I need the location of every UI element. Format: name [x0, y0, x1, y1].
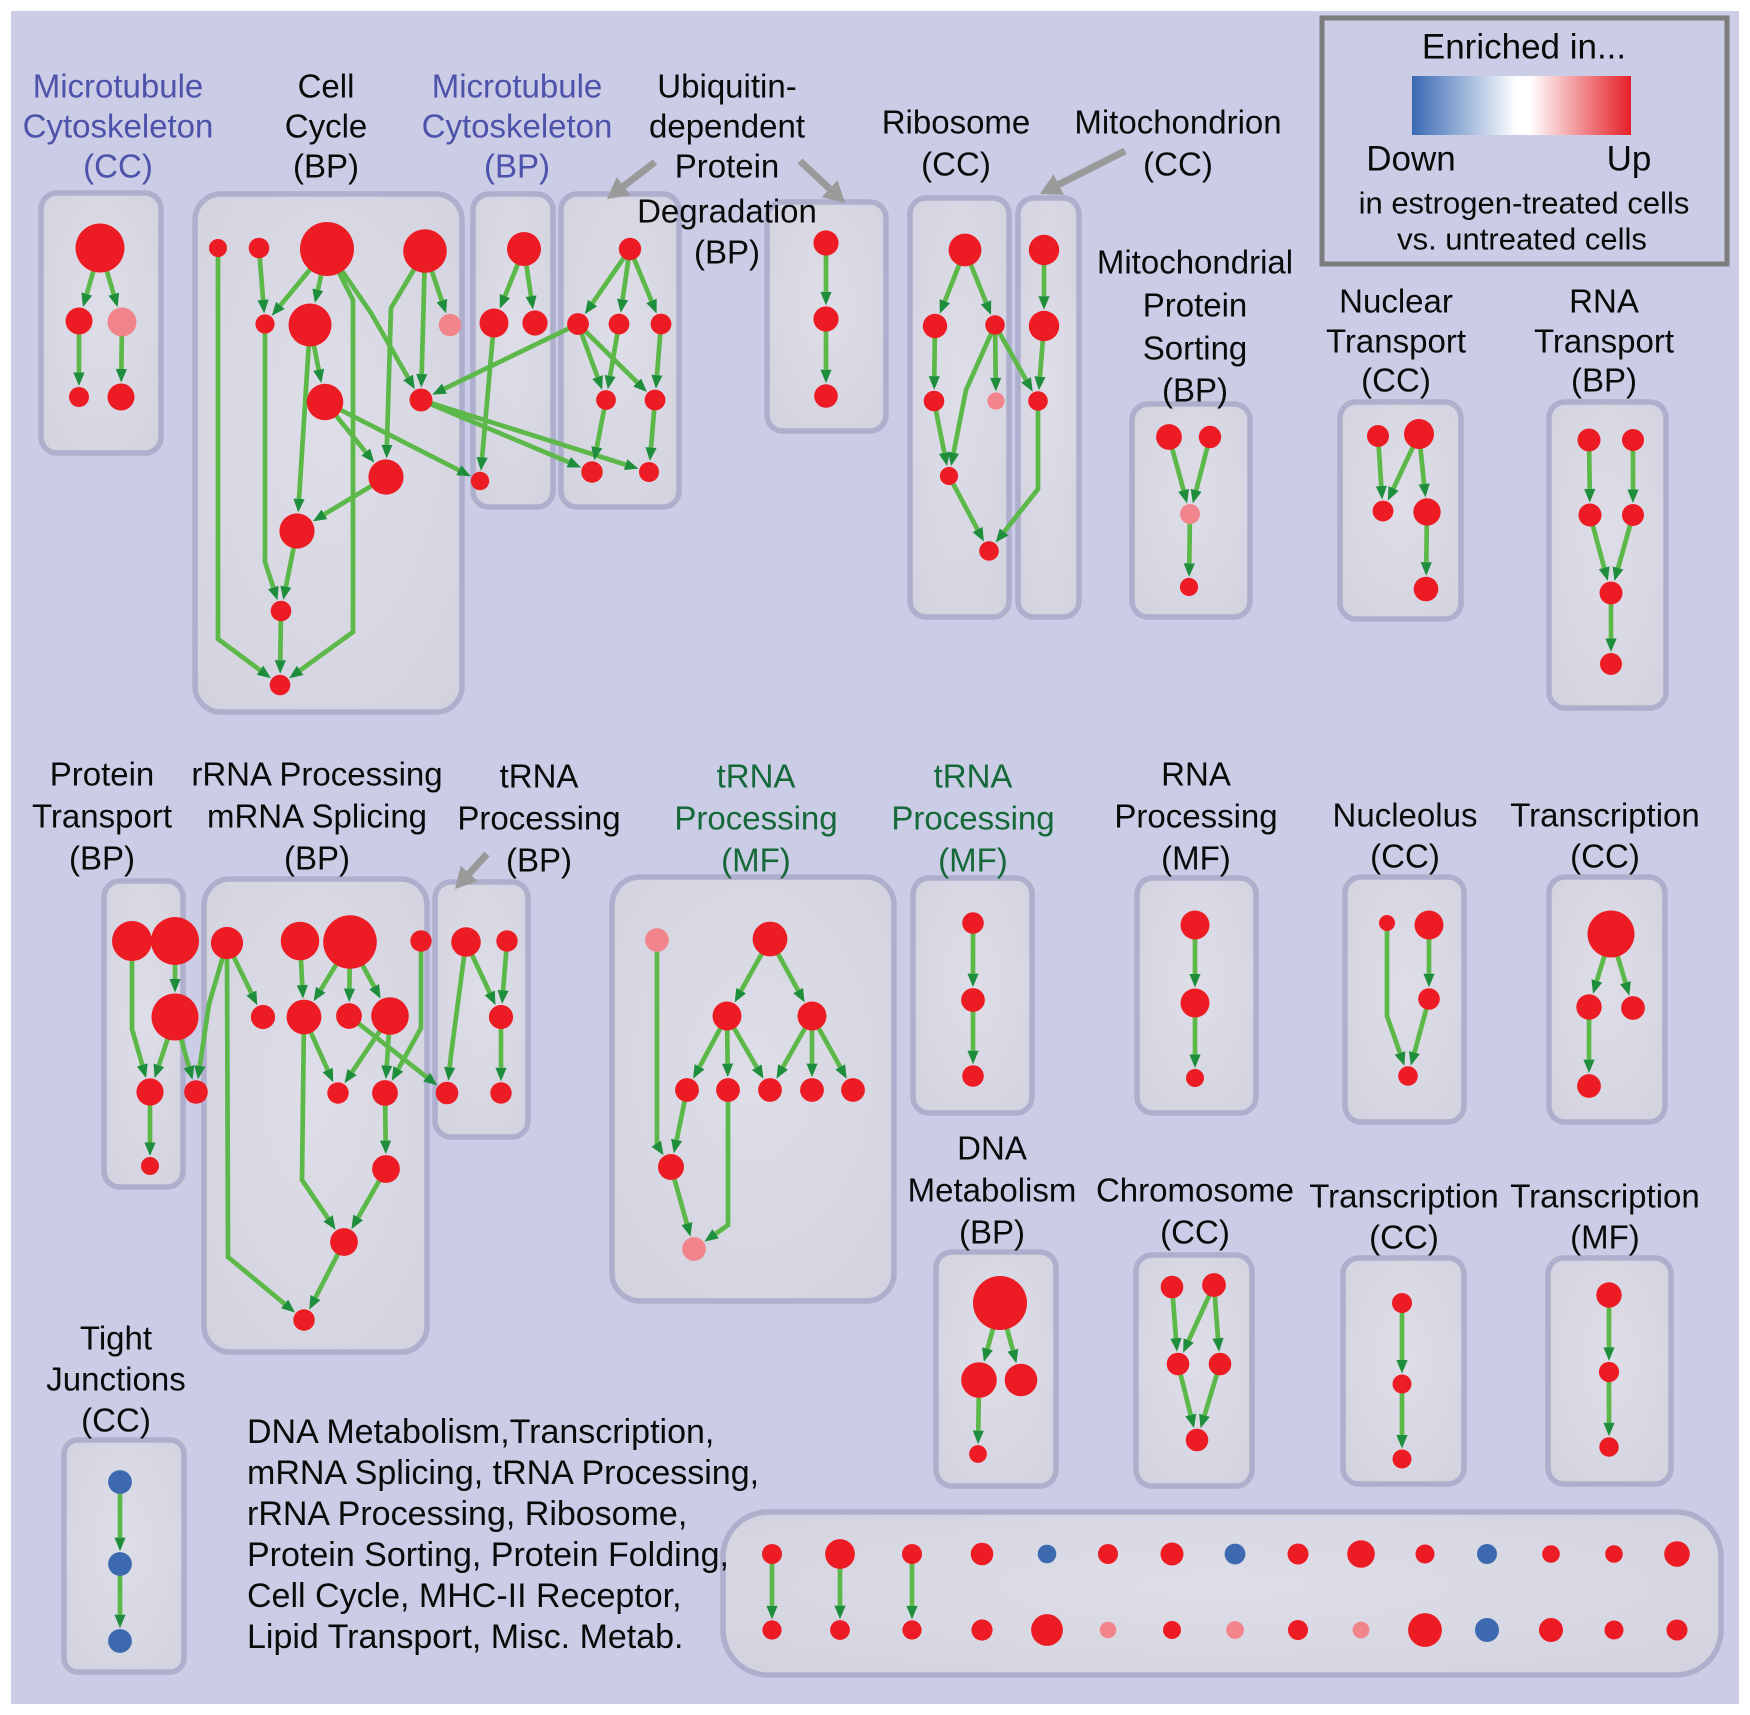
svg-text:in estrogen-treated cells: in estrogen-treated cells: [1359, 186, 1690, 221]
svg-text:Enriched in...: Enriched in...: [1422, 28, 1626, 67]
svg-text:Processing: Processing: [457, 800, 620, 837]
svg-text:DNA Metabolism,Transcription,: DNA Metabolism,Transcription,: [247, 1413, 714, 1451]
svg-text:(MF): (MF): [1161, 840, 1231, 877]
svg-text:Tight: Tight: [80, 1320, 152, 1357]
svg-text:(CC): (CC): [83, 148, 153, 185]
svg-text:(BP): (BP): [69, 840, 135, 877]
svg-text:(BP): (BP): [1571, 362, 1637, 399]
svg-text:(CC): (CC): [921, 146, 991, 183]
svg-text:(CC): (CC): [81, 1402, 151, 1439]
svg-text:Cell Cycle, MHC-II Receptor,: Cell Cycle, MHC-II Receptor,: [247, 1577, 682, 1615]
svg-text:mRNA Splicing, tRNA Processing: mRNA Splicing, tRNA Processing,: [247, 1454, 759, 1492]
svg-text:Processing: Processing: [674, 800, 837, 837]
svg-text:Cycle: Cycle: [285, 108, 368, 145]
svg-text:(BP): (BP): [506, 842, 572, 879]
svg-text:tRNA: tRNA: [934, 758, 1013, 795]
svg-text:rRNA Processing: rRNA Processing: [191, 756, 442, 793]
svg-text:Nucleolus: Nucleolus: [1333, 797, 1478, 834]
svg-text:(CC): (CC): [1143, 146, 1213, 183]
svg-text:mRNA Splicing: mRNA Splicing: [207, 798, 427, 835]
svg-text:(CC): (CC): [1570, 838, 1640, 875]
svg-text:(MF): (MF): [1570, 1219, 1640, 1256]
svg-text:Cytoskeleton: Cytoskeleton: [422, 108, 613, 145]
svg-text:(BP): (BP): [293, 148, 359, 185]
svg-text:tRNA: tRNA: [717, 758, 796, 795]
svg-text:Processing: Processing: [1114, 798, 1277, 835]
svg-text:Protein: Protein: [1143, 287, 1248, 324]
svg-text:Nuclear: Nuclear: [1339, 283, 1453, 320]
svg-text:Degradation: Degradation: [637, 193, 817, 230]
svg-text:Sorting: Sorting: [1143, 330, 1248, 367]
svg-text:tRNA: tRNA: [500, 758, 579, 795]
svg-text:(CC): (CC): [1370, 838, 1440, 875]
svg-text:RNA: RNA: [1569, 283, 1639, 320]
svg-text:Protein: Protein: [675, 148, 780, 185]
svg-text:Ribosome: Ribosome: [882, 104, 1031, 141]
svg-text:(MF): (MF): [938, 842, 1008, 879]
svg-text:(BP): (BP): [959, 1214, 1025, 1251]
svg-text:Cell: Cell: [298, 68, 355, 105]
svg-text:Metabolism: Metabolism: [908, 1172, 1077, 1209]
svg-text:Transcription: Transcription: [1309, 1178, 1499, 1215]
svg-text:Lipid Transport, Misc. Metab.: Lipid Transport, Misc. Metab.: [247, 1618, 684, 1656]
svg-text:Microtubule: Microtubule: [432, 68, 603, 105]
svg-text:dependent: dependent: [649, 108, 805, 145]
svg-text:(BP): (BP): [1162, 372, 1228, 409]
svg-text:Transport: Transport: [1534, 323, 1674, 360]
svg-text:Mitochondrial: Mitochondrial: [1097, 244, 1293, 281]
svg-text:DNA: DNA: [957, 1130, 1027, 1167]
svg-text:Ubiquitin-: Ubiquitin-: [657, 68, 796, 105]
svg-text:(BP): (BP): [484, 148, 550, 185]
svg-text:vs. untreated cells: vs. untreated cells: [1397, 222, 1647, 257]
svg-text:Protein Sorting, Protein Foldi: Protein Sorting, Protein Folding,: [247, 1536, 729, 1574]
svg-text:Up: Up: [1607, 140, 1652, 179]
svg-text:Protein: Protein: [50, 756, 155, 793]
svg-text:Down: Down: [1366, 140, 1455, 179]
svg-text:Transport: Transport: [1326, 323, 1466, 360]
svg-text:(CC): (CC): [1361, 362, 1431, 399]
svg-text:Mitochondrion: Mitochondrion: [1074, 104, 1281, 141]
svg-text:Transcription: Transcription: [1510, 1178, 1700, 1215]
svg-text:(CC): (CC): [1369, 1219, 1439, 1256]
svg-text:(MF): (MF): [721, 842, 791, 879]
svg-text:(BP): (BP): [694, 234, 760, 271]
svg-text:(BP): (BP): [284, 840, 350, 877]
svg-text:Transcription: Transcription: [1510, 797, 1700, 834]
svg-text:Cytoskeleton: Cytoskeleton: [23, 108, 214, 145]
svg-text:Chromosome: Chromosome: [1096, 1172, 1294, 1209]
svg-text:Transport: Transport: [32, 798, 172, 835]
svg-text:rRNA Processing, Ribosome,: rRNA Processing, Ribosome,: [247, 1495, 687, 1533]
svg-text:Junctions: Junctions: [46, 1361, 185, 1398]
svg-text:Processing: Processing: [891, 800, 1054, 837]
svg-text:Microtubule: Microtubule: [33, 68, 204, 105]
svg-text:RNA: RNA: [1161, 756, 1231, 793]
svg-text:(CC): (CC): [1160, 1214, 1230, 1251]
